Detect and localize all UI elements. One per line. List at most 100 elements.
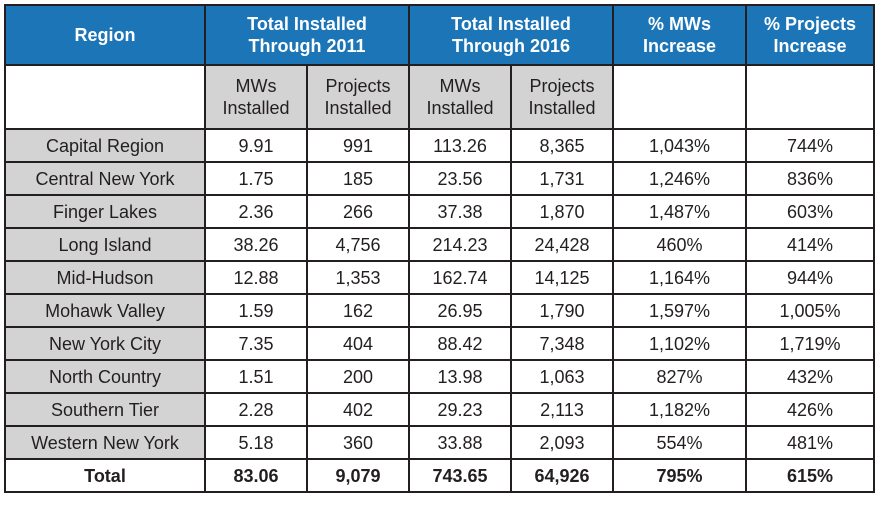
table-row: New York City 7.35 404 88.42 7,348 1,102…	[4, 326, 875, 361]
cell-projects-2011: 360	[306, 425, 410, 460]
cell-pct-mw: 1,164%	[612, 260, 747, 295]
cell-projects-2011: 200	[306, 359, 410, 394]
table-row: North Country 1.51 200 13.98 1,063 827% …	[4, 359, 875, 394]
total-projects-2016: 64,926	[510, 458, 614, 493]
table-row: Long Island 38.26 4,756 214.23 24,428 46…	[4, 227, 875, 262]
cell-pct-mw: 1,043%	[612, 128, 747, 163]
cell-mw-2016: 29.23	[408, 392, 512, 427]
region-name: Capital Region	[4, 128, 206, 163]
cell-projects-2016: 1,790	[510, 293, 614, 328]
cell-projects-2016: 7,348	[510, 326, 614, 361]
region-name: Mohawk Valley	[4, 293, 206, 328]
subheader-mws-2016-line1: MWs	[439, 76, 481, 96]
header-pct-mw-line1: % MWs	[648, 14, 711, 34]
region-name: Western New York	[4, 425, 206, 460]
region-name: Southern Tier	[4, 392, 206, 427]
total-pct-projects: 615%	[745, 458, 875, 493]
table-row: Western New York 5.18 360 33.88 2,093 55…	[4, 425, 875, 460]
cell-mw-2016: 33.88	[408, 425, 512, 460]
table-row: Southern Tier 2.28 402 29.23 2,113 1,182…	[4, 392, 875, 427]
region-name: Mid-Hudson	[4, 260, 206, 295]
cell-projects-2011: 402	[306, 392, 410, 427]
cell-projects-2016: 8,365	[510, 128, 614, 163]
cell-pct-projects: 744%	[745, 128, 875, 163]
header-through-2011-line1: Total Installed	[247, 14, 367, 34]
subheader-blank-region	[4, 64, 206, 130]
total-projects-2011: 9,079	[306, 458, 410, 493]
cell-projects-2016: 1,731	[510, 161, 614, 196]
cell-pct-mw: 827%	[612, 359, 747, 394]
subheader-mws-2016-line2: Installed	[426, 98, 494, 118]
cell-mw-2011: 12.88	[204, 260, 308, 295]
subheader-projects-2011: Projects Installed	[306, 64, 410, 130]
total-pct-mw: 795%	[612, 458, 747, 493]
cell-pct-mw: 1,102%	[612, 326, 747, 361]
cell-projects-2016: 14,125	[510, 260, 614, 295]
header-through-2016-line2: Through 2016	[451, 36, 571, 56]
header-through-2011: Total Installed Through 2011	[204, 4, 410, 66]
cell-projects-2011: 991	[306, 128, 410, 163]
cell-mw-2011: 7.35	[204, 326, 308, 361]
cell-mw-2011: 9.91	[204, 128, 308, 163]
cell-projects-2011: 1,353	[306, 260, 410, 295]
cell-projects-2011: 404	[306, 326, 410, 361]
subheader-row: MWs Installed Projects Installed MWs Ins…	[4, 64, 875, 130]
cell-pct-projects: 836%	[745, 161, 875, 196]
header-pct-projects-line2: Increase	[773, 36, 847, 56]
subheader-mws-2016: MWs Installed	[408, 64, 512, 130]
header-pct-mw: % MWs Increase	[612, 4, 747, 66]
cell-projects-2016: 2,113	[510, 392, 614, 427]
subheader-blank-pct-projects	[745, 64, 875, 130]
cell-mw-2011: 1.59	[204, 293, 308, 328]
cell-pct-mw: 554%	[612, 425, 747, 460]
cell-projects-2011: 266	[306, 194, 410, 229]
region-name: Finger Lakes	[4, 194, 206, 229]
cell-pct-mw: 1,597%	[612, 293, 747, 328]
cell-mw-2016: 23.56	[408, 161, 512, 196]
subheader-mws-2011-line2: Installed	[222, 98, 290, 118]
table-row: Mid-Hudson 12.88 1,353 162.74 14,125 1,1…	[4, 260, 875, 295]
cell-mw-2016: 113.26	[408, 128, 512, 163]
header-through-2016: Total Installed Through 2016	[408, 4, 614, 66]
header-pct-mw-line2: Increase	[642, 36, 717, 56]
cell-projects-2016: 2,093	[510, 425, 614, 460]
cell-pct-projects: 432%	[745, 359, 875, 394]
cell-projects-2016: 24,428	[510, 227, 614, 262]
subheader-projects-2011-line2: Installed	[324, 98, 392, 118]
table-row: Finger Lakes 2.36 266 37.38 1,870 1,487%…	[4, 194, 875, 229]
cell-mw-2011: 1.75	[204, 161, 308, 196]
total-mw-2016: 743.65	[408, 458, 512, 493]
cell-mw-2011: 1.51	[204, 359, 308, 394]
cell-pct-mw: 1,487%	[612, 194, 747, 229]
cell-mw-2011: 5.18	[204, 425, 308, 460]
solar-installations-table: Region Total Installed Through 2011 Tota…	[4, 4, 875, 493]
header-through-2011-line2: Through 2011	[248, 36, 366, 56]
cell-projects-2011: 4,756	[306, 227, 410, 262]
cell-mw-2011: 2.36	[204, 194, 308, 229]
header-pct-projects: % Projects Increase	[745, 4, 875, 66]
subheader-mws-2011: MWs Installed	[204, 64, 308, 130]
cell-mw-2016: 26.95	[408, 293, 512, 328]
table-row: Capital Region 9.91 991 113.26 8,365 1,0…	[4, 128, 875, 163]
header-through-2016-line1: Total Installed	[451, 14, 571, 34]
cell-mw-2011: 38.26	[204, 227, 308, 262]
subheader-projects-2016: Projects Installed	[510, 64, 614, 130]
total-mw-2011: 83.06	[204, 458, 308, 493]
cell-pct-mw: 460%	[612, 227, 747, 262]
cell-pct-projects: 1,005%	[745, 293, 875, 328]
cell-mw-2016: 214.23	[408, 227, 512, 262]
region-name: New York City	[4, 326, 206, 361]
cell-pct-mw: 1,182%	[612, 392, 747, 427]
cell-pct-mw: 1,246%	[612, 161, 747, 196]
header-region: Region	[4, 4, 206, 66]
cell-pct-projects: 481%	[745, 425, 875, 460]
subheader-mws-2011-line1: MWs	[235, 76, 277, 96]
region-name: Central New York	[4, 161, 206, 196]
cell-mw-2011: 2.28	[204, 392, 308, 427]
table-row: Mohawk Valley 1.59 162 26.95 1,790 1,597…	[4, 293, 875, 328]
total-row: Total 83.06 9,079 743.65 64,926 795% 615…	[4, 458, 875, 493]
subheader-projects-2011-line1: Projects	[325, 76, 391, 96]
region-name: North Country	[4, 359, 206, 394]
cell-projects-2016: 1,870	[510, 194, 614, 229]
region-name: Long Island	[4, 227, 206, 262]
